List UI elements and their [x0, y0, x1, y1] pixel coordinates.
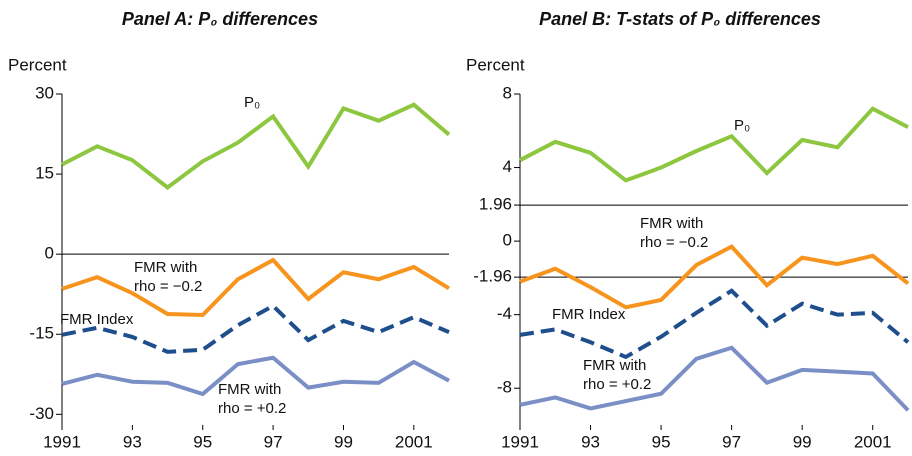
x-tick-label: 2001 [395, 432, 433, 451]
series-line [61, 102, 451, 190]
series-line [519, 345, 910, 412]
chart-title: Panel B: T-stats of P₀ differences [539, 9, 821, 29]
y-axis-label: Percent [466, 55, 525, 74]
x-tick-label: 93 [581, 432, 600, 451]
x-tick-label: 99 [334, 432, 353, 451]
series-label: P₀ [734, 117, 750, 134]
series-label: FMR Index [60, 311, 134, 328]
series-line [519, 244, 910, 310]
y-tick-label: -4 [497, 304, 512, 323]
x-tick-label: 2001 [854, 432, 892, 451]
y-tick-label: -30 [29, 404, 54, 423]
y-tick-label: -15 [29, 324, 54, 343]
x-tick-label: 1991 [43, 432, 81, 451]
x-tick-label: 97 [722, 432, 741, 451]
y-tick-label: 30 [35, 83, 54, 102]
series-line [61, 303, 450, 354]
y-tick-label: 4 [503, 157, 512, 176]
series-label: FMR with rho = −0.2 [640, 215, 708, 251]
x-tick-label: 93 [123, 432, 142, 451]
y-tick-label: 0 [45, 244, 54, 263]
y-tick-label: -8 [497, 378, 512, 397]
series-line [519, 106, 909, 183]
series-line [61, 355, 450, 397]
y-tick-label: 15 [35, 164, 54, 183]
series-label: FMR Index [552, 306, 626, 323]
x-tick-label: 99 [793, 432, 812, 451]
x-tick-label: 95 [652, 432, 671, 451]
y-tick-label: -1.96 [473, 267, 512, 286]
x-tick-label: 97 [264, 432, 283, 451]
y-tick-label: 1.96 [479, 195, 512, 214]
x-tick-label: 95 [193, 432, 212, 451]
series-label: P₀ [244, 94, 260, 111]
x-tick-label: 1991 [501, 432, 539, 451]
chart-title: Panel A: P₀ differences [122, 9, 318, 29]
y-tick-label: 8 [503, 83, 512, 102]
y-tick-label: 0 [503, 231, 512, 250]
y-axis-label: Percent [8, 55, 67, 74]
series-label: FMR with rho = −0.2 [134, 259, 202, 295]
series-label: FMR with rho = +0.2 [583, 357, 651, 393]
series-line [61, 257, 451, 318]
series-label: FMR with rho = +0.2 [218, 381, 286, 417]
series-line [519, 288, 910, 360]
